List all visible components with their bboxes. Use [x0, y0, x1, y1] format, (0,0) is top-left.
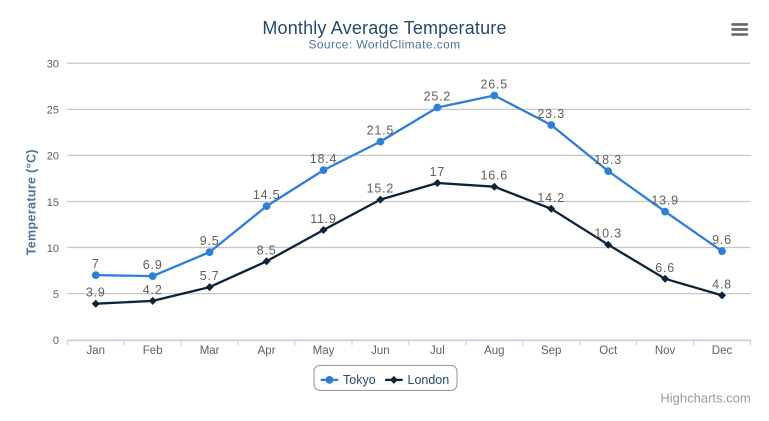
svg-text:Monthly Average Temperature: Monthly Average Temperature	[262, 18, 506, 38]
svg-text:13.9: 13.9	[651, 194, 679, 208]
svg-text:6.6: 6.6	[655, 261, 675, 275]
svg-text:Jul: Jul	[430, 345, 445, 357]
svg-text:26.5: 26.5	[481, 78, 509, 92]
svg-text:4.8: 4.8	[712, 277, 732, 291]
svg-text:6.9: 6.9	[143, 258, 163, 272]
svg-text:4.2: 4.2	[143, 283, 163, 297]
svg-text:3.9: 3.9	[86, 286, 106, 300]
svg-text:Highcharts.com: Highcharts.com	[660, 391, 750, 406]
svg-text:Nov: Nov	[655, 345, 676, 357]
svg-text:21.5: 21.5	[367, 124, 395, 138]
svg-text:20: 20	[47, 151, 59, 163]
svg-text:Feb: Feb	[143, 345, 163, 357]
svg-text:7: 7	[92, 257, 100, 271]
svg-text:16.6: 16.6	[481, 169, 509, 183]
svg-text:Sep: Sep	[541, 345, 561, 357]
svg-text:May: May	[313, 345, 335, 357]
svg-text:18.3: 18.3	[594, 153, 622, 167]
svg-text:Temperature (°C): Temperature (°C)	[25, 149, 39, 255]
svg-text:9.6: 9.6	[712, 233, 732, 247]
svg-text:18.4: 18.4	[310, 152, 338, 166]
svg-text:11.9: 11.9	[310, 212, 337, 226]
svg-text:8.5: 8.5	[257, 243, 277, 257]
svg-text:Mar: Mar	[200, 345, 220, 357]
svg-text:London: London	[408, 373, 450, 387]
svg-text:15: 15	[47, 197, 59, 209]
svg-text:25.2: 25.2	[424, 90, 452, 104]
svg-text:5.7: 5.7	[200, 269, 220, 283]
svg-text:25: 25	[47, 105, 59, 117]
svg-text:14.2: 14.2	[537, 191, 565, 205]
svg-text:Tokyo: Tokyo	[343, 373, 376, 387]
svg-text:0: 0	[53, 335, 59, 347]
svg-text:Dec: Dec	[712, 345, 733, 357]
svg-text:17: 17	[430, 165, 446, 179]
svg-text:10.3: 10.3	[594, 227, 622, 241]
svg-text:23.3: 23.3	[537, 107, 565, 121]
svg-text:14.5: 14.5	[253, 188, 281, 202]
svg-text:30: 30	[47, 59, 59, 71]
svg-text:5: 5	[53, 289, 59, 301]
svg-text:Jan: Jan	[87, 345, 106, 357]
svg-text:Apr: Apr	[258, 345, 276, 357]
svg-text:Source: WorldClimate.com: Source: WorldClimate.com	[308, 37, 460, 51]
svg-text:10: 10	[47, 243, 59, 255]
svg-text:9.5: 9.5	[200, 234, 220, 248]
svg-text:Jun: Jun	[371, 345, 390, 357]
svg-text:Aug: Aug	[484, 345, 504, 357]
svg-text:15.2: 15.2	[367, 182, 395, 196]
svg-text:Oct: Oct	[599, 345, 618, 357]
